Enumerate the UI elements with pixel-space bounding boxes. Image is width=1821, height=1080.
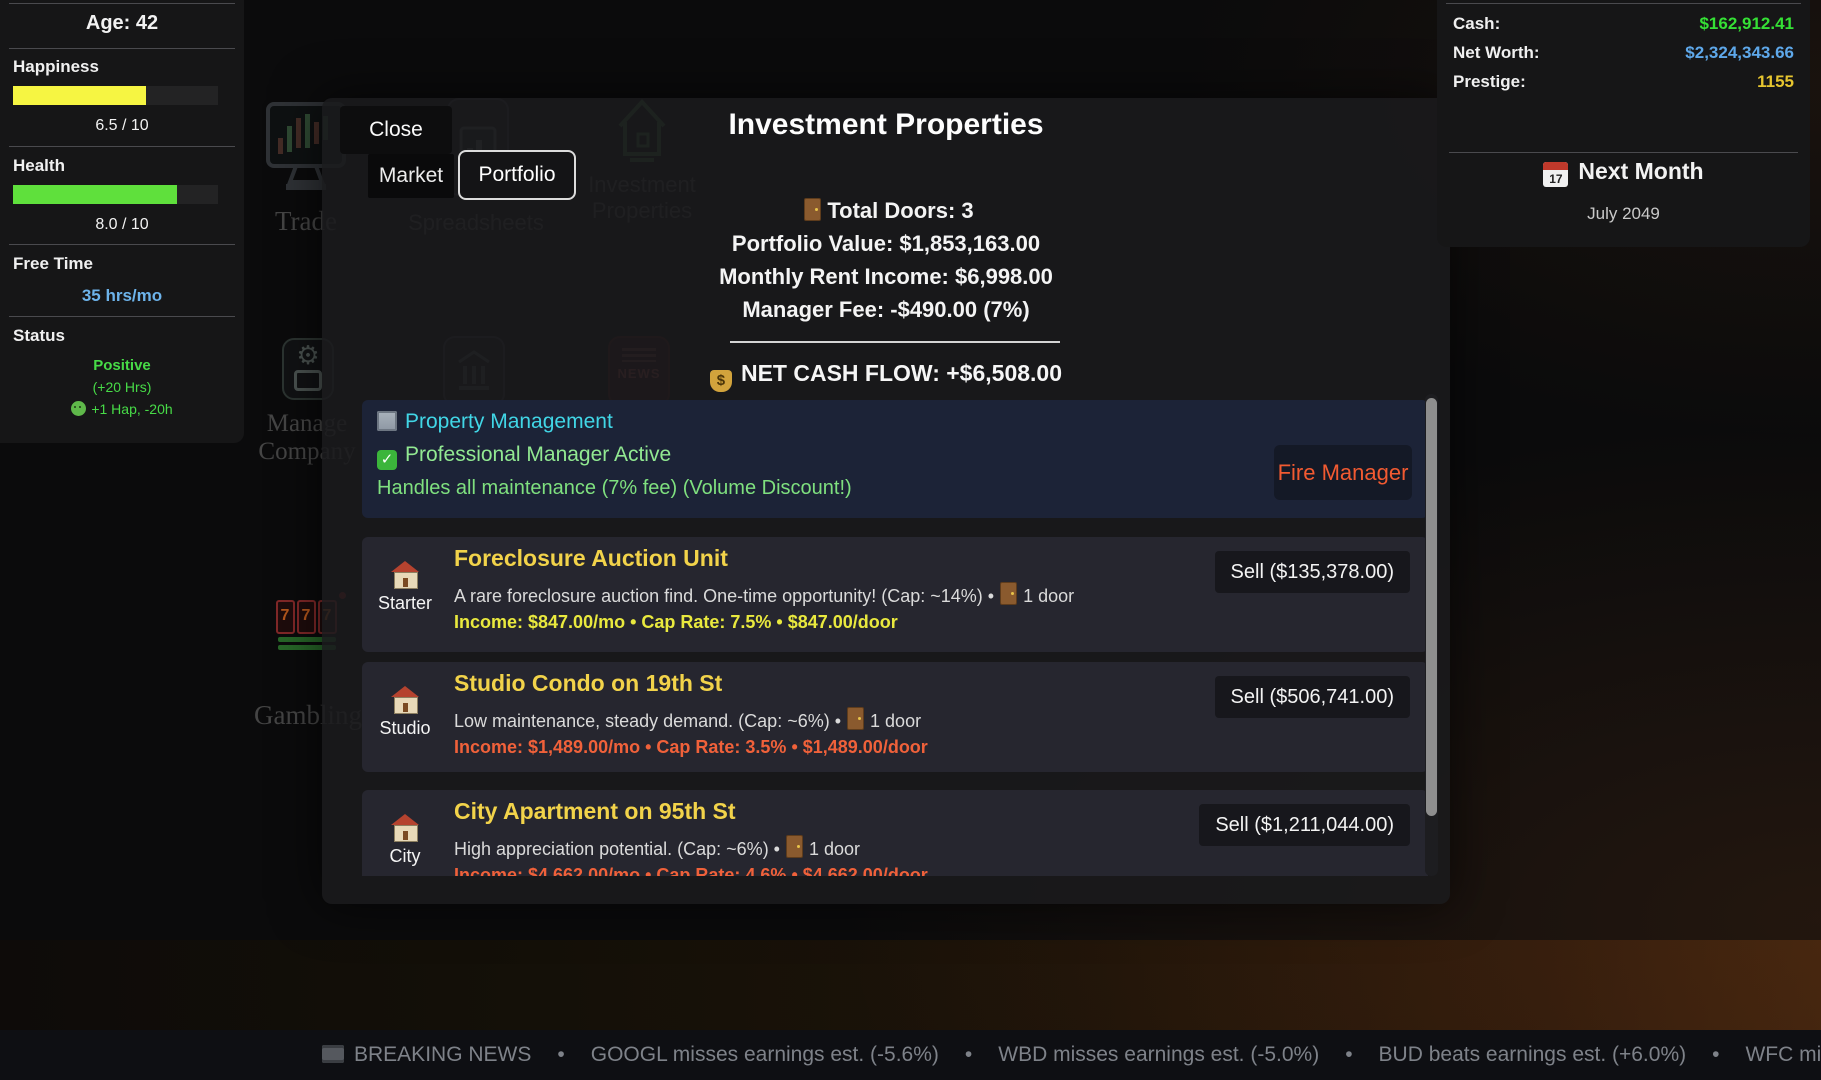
health-label: Health [13,156,65,175]
door-icon [804,198,822,221]
status-label: Status [13,326,65,345]
summary-divider [730,341,1060,343]
property-card: Starter Foreclosure Auction Unit A rare … [362,537,1428,652]
player-stats-panel: Age: 42 Happiness 6.5 / 10 Health 8.0 / … [0,0,244,443]
portfolio-summary: Total Doors: 3 Portfolio Value: $1,853,1… [322,194,1450,326]
modal-title: Investment Properties [728,108,1044,141]
sell-button[interactable]: Sell ($1,211,044.00) [1199,804,1410,846]
pm-title-line: Property Management [377,410,613,434]
property-income-line: Income: $847.00/mo • Cap Rate: 7.5% • $8… [454,612,898,632]
age-label: Age: 42 [85,12,159,34]
happiness-bar [13,86,218,105]
portfolio-value-line: Portfolio Value: $1,853,163.00 [731,231,1041,256]
fire-manager-button[interactable]: Fire Manager [1274,445,1412,500]
status-hours: (+20 Hrs) [92,379,152,395]
ticker-item: WFC misses [1745,1043,1821,1066]
property-description: Low maintenance, steady demand. (Cap: ~6… [454,707,921,732]
house-icon [390,814,420,842]
money-bag-icon: $ [709,370,732,392]
net-cash-flow-line: $ NET CASH FLOW: +$6,508.00 [322,360,1450,392]
cash-label: Cash: [1453,14,1501,33]
property-income-line: Income: $1,489.00/mo • Cap Rate: 3.5% • … [454,737,928,757]
close-button[interactable]: Close [340,106,452,154]
monthly-rent-line: Monthly Rent Income: $6,998.00 [719,264,1053,289]
property-income-line: Income: $4,662.00/mo • Cap Rate: 4.6% • … [454,865,928,876]
investment-properties-modal: Close Investment Properties Market Portf… [322,98,1450,904]
prestige-label: Prestige: [1453,72,1526,91]
property-name: City Apartment on 95th St [454,798,736,824]
health-value: 8.0 / 10 [95,216,149,233]
next-month-button[interactable]: 17 Next Month [1437,158,1810,187]
health-bar-fill [13,185,177,204]
property-tier: Starter [377,593,433,613]
property-card: Studio Studio Condo on 19th St Low maint… [362,662,1428,772]
net-worth-value: $2,324,343.66 [1685,43,1794,62]
happiness-label: Happiness [13,57,99,76]
portfolio-list: Property Management ✓ Professional Manage… [322,394,1450,876]
property-card: City City Apartment on 95th St High appr… [362,790,1428,876]
sell-button[interactable]: Sell ($506,741.00) [1214,676,1410,718]
property-name: Studio Condo on 19th St [454,670,723,696]
ticker-item: GOOGL misses earnings est. (-5.6%) [590,1043,939,1066]
ticker-item: WBD misses earnings est. (-5.0%) [998,1043,1320,1066]
newspaper-icon [322,1045,344,1063]
prestige-value: 1155 [1757,72,1794,91]
sell-button[interactable]: Sell ($135,378.00) [1214,551,1410,593]
free-time-label: Free Time [13,254,94,273]
background-scene-band [0,940,1821,1030]
finance-panel: Cash: $162,912.41 Net Worth: $2,324,343.… [1437,0,1810,247]
news-ticker: BREAKING NEWS • GOOGL misses earnings est.… [0,1030,1821,1080]
door-icon [847,707,865,730]
happiness-value: 6.5 / 10 [95,117,149,134]
property-name: Foreclosure Auction Unit [454,545,728,571]
ticker-item: BUD beats earnings est. (+6.0%) [1378,1043,1687,1066]
property-tier: Studio [379,718,431,738]
check-icon: ✓ [377,450,397,470]
door-icon [786,835,803,858]
calendar-icon: 17 [1543,162,1569,187]
tab-market[interactable]: Market [368,154,454,198]
status-effect: +1 Hap, -20h [0,401,244,417]
ticker-content: BREAKING NEWS • GOOGL misses earnings est.… [322,1030,1821,1080]
current-date: July 2049 [1587,204,1660,223]
pm-detail-line: Handles all maintenance (7% fee) (Volume… [377,477,852,499]
door-icon [1000,582,1018,605]
happiness-bar-fill [13,86,147,105]
health-bar [13,185,218,204]
property-tier: City [389,846,421,866]
tab-portfolio[interactable]: Portfolio [458,150,576,200]
house-icon [390,561,420,589]
pm-status-line: ✓ Professional Manager Active [377,443,671,470]
net-worth-label: Net Worth: [1453,43,1540,62]
cash-value: $162,912.41 [1699,14,1794,33]
property-description: High appreciation potential. (Cap: ~6%) … [454,835,860,860]
house-icon [390,686,420,714]
status-state: Positive [93,357,151,374]
property-management-panel: Property Management ✓ Professional Manage… [362,400,1428,518]
manager-fee-line: Manager Fee: -$490.00 (7%) [742,297,1030,322]
total-doors-line: Total Doors: 3 [322,194,1450,227]
baby-face-icon [71,401,87,416]
free-time-value: 35 hrs/mo [81,286,163,305]
office-building-icon [377,411,397,431]
ticker-breaking-label: BREAKING NEWS [354,1043,532,1066]
property-description: A rare foreclosure auction find. One-tim… [454,582,1074,607]
scrollbar-thumb[interactable] [1426,398,1437,816]
